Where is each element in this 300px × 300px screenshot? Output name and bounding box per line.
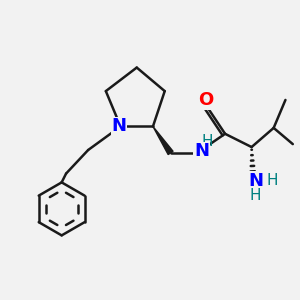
Text: H: H <box>202 134 213 149</box>
Text: N: N <box>248 172 263 190</box>
Text: N: N <box>112 117 127 135</box>
Text: N: N <box>194 142 209 160</box>
Text: H: H <box>266 173 278 188</box>
Polygon shape <box>153 126 173 154</box>
Text: H: H <box>250 188 261 203</box>
Text: O: O <box>198 91 214 109</box>
